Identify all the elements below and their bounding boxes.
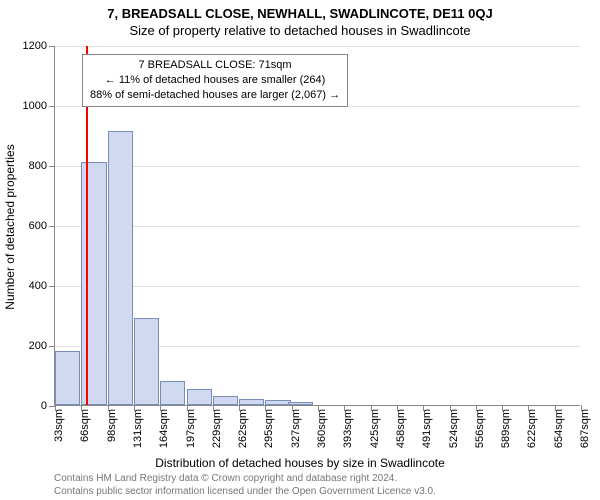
footer-line2: Contains public sector information licen… (54, 486, 436, 499)
y-tick (49, 106, 55, 107)
y-tick-label: 800 (29, 160, 47, 172)
gridline (55, 286, 580, 287)
histogram-bar (187, 389, 212, 406)
footer-line1: Contains HM Land Registry data © Crown c… (54, 473, 436, 486)
y-tick-label: 1200 (23, 40, 47, 52)
x-tick-label: 131sqm (132, 409, 144, 448)
y-tick-label: 1000 (23, 100, 47, 112)
x-tick-label: 66sqm (79, 409, 91, 442)
y-tick-label: 0 (41, 400, 47, 412)
gridline (55, 166, 580, 167)
page-subtitle: Size of property relative to detached ho… (0, 21, 600, 38)
y-tick (49, 166, 55, 167)
y-tick-label: 200 (29, 340, 47, 352)
x-tick-label: 556sqm (474, 409, 486, 448)
y-tick (49, 226, 55, 227)
page-title: 7, BREADSALL CLOSE, NEWHALL, SWADLINCOTE… (0, 0, 600, 21)
x-tick-label: 589sqm (500, 409, 512, 448)
gridline (55, 46, 580, 47)
annotation-line3: 88% of semi-detached houses are larger (… (90, 88, 340, 103)
footer: Contains HM Land Registry data © Crown c… (54, 473, 436, 498)
chart-container: 7, BREADSALL CLOSE, NEWHALL, SWADLINCOTE… (0, 0, 600, 500)
annotation-line2: ← 11% of detached houses are smaller (26… (90, 73, 340, 88)
x-tick-label: 622sqm (526, 409, 538, 448)
x-tick-label: 393sqm (342, 409, 354, 448)
histogram-bar (265, 400, 290, 405)
histogram-bar (239, 399, 264, 405)
x-tick-label: 458sqm (395, 409, 407, 448)
y-tick-label: 600 (29, 220, 47, 232)
y-tick (49, 286, 55, 287)
x-tick-label: 197sqm (185, 409, 197, 448)
histogram-bar (55, 351, 80, 405)
x-tick-label: 229sqm (211, 409, 223, 448)
y-axis-title: Number of detached properties (3, 144, 17, 309)
x-tick-label: 360sqm (316, 409, 328, 448)
x-tick-label: 164sqm (158, 409, 170, 448)
histogram-bar (160, 381, 185, 405)
x-tick-label: 327sqm (290, 409, 302, 448)
x-tick-label: 524sqm (448, 409, 460, 448)
annotation-line1: 7 BREADSALL CLOSE: 71sqm (90, 58, 340, 73)
y-tick (49, 346, 55, 347)
x-tick-label: 262sqm (237, 409, 249, 448)
histogram-bar (213, 396, 238, 405)
x-tick-label: 687sqm (579, 409, 591, 448)
x-axis-title: Distribution of detached houses by size … (0, 456, 600, 470)
x-tick-label: 33sqm (53, 409, 65, 442)
y-tick-label: 400 (29, 280, 47, 292)
x-tick-label: 491sqm (421, 409, 433, 448)
x-tick-label: 295sqm (263, 409, 275, 448)
x-tick-label: 98sqm (106, 409, 118, 442)
x-tick-label: 654sqm (553, 409, 565, 448)
chart-area: 02004006008001000120033sqm66sqm98sqm131s… (54, 46, 580, 406)
y-tick (49, 46, 55, 47)
histogram-bar (108, 131, 133, 406)
annotation-box: 7 BREADSALL CLOSE: 71sqm ← 11% of detach… (82, 54, 348, 107)
histogram-bar (134, 318, 159, 405)
gridline (55, 226, 580, 227)
x-tick-label: 425sqm (369, 409, 381, 448)
